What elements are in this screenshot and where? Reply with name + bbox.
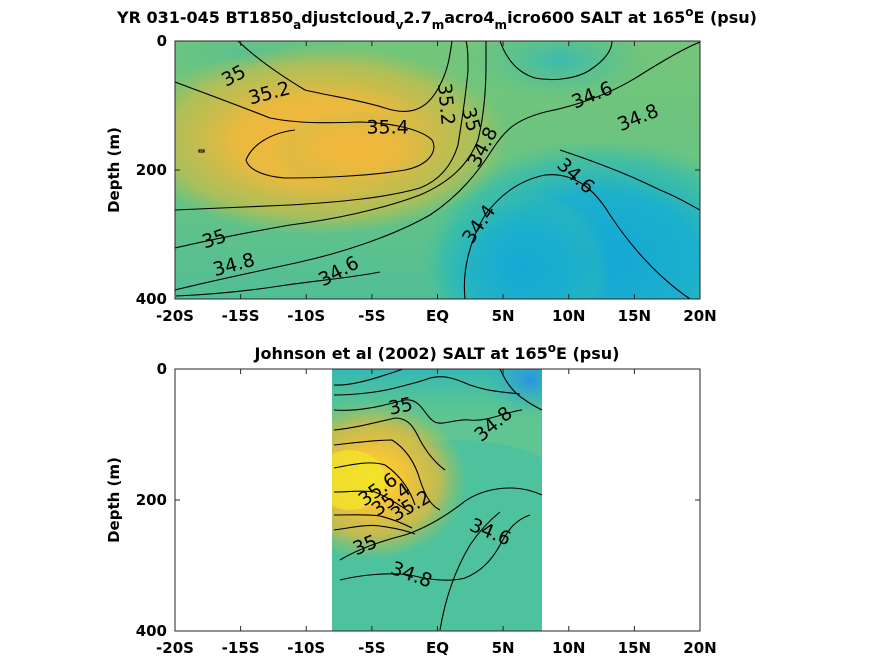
x-tick-label: EQ (426, 639, 449, 656)
panel2-title: Johnson et al (2002) SALT at 165oE (psu) (254, 341, 620, 363)
panel2-contours (333, 369, 542, 631)
panel1-title: YR 031-045 BT1850adjustcloudv2.7macro4mi… (116, 5, 757, 32)
x-tick-label: 5N (492, 639, 515, 656)
y-tick-label: 400 (136, 622, 167, 640)
title-part: m (495, 18, 508, 32)
title-part: 2.7 (403, 8, 431, 27)
x-tick-label: 10N (552, 307, 585, 325)
contour-label: 35.4 (366, 117, 408, 139)
title-part: m (432, 18, 445, 32)
title-part: E (psu) (556, 344, 620, 363)
panel2-x-ticks: -20S -15S -10S -5S EQ 5N 10N 15N 20N (156, 369, 717, 656)
panel1-y-axis-label: Depth (m) (105, 127, 123, 213)
x-tick-label: -20S (156, 307, 194, 325)
x-tick-label: 20N (683, 639, 716, 656)
x-tick-label: -15S (222, 307, 260, 325)
y-tick-label: 200 (136, 491, 167, 509)
x-tick-label: -10S (287, 307, 325, 325)
title-part: Johnson et al (2002) SALT at 165 (254, 344, 548, 363)
title-part: v (396, 18, 404, 32)
contour-label: 35 (387, 393, 415, 420)
title-part: o (685, 5, 693, 19)
panel2-y-ticks: 0 200 400 (136, 360, 700, 640)
title-part: djustcloud (301, 8, 395, 27)
panel1-contours (175, 41, 700, 299)
panel2-y-axis-label: Depth (m) (105, 457, 123, 543)
title-part: icro600 SALT at 165 (507, 8, 685, 27)
title-part: a (293, 18, 301, 32)
title-part: acro4 (444, 8, 494, 27)
title-part: YR 031-045 BT1850 (116, 8, 293, 27)
panel1-salinity-field (175, 41, 700, 299)
x-tick-label: 5N (492, 307, 515, 325)
x-tick-label: 15N (618, 307, 651, 325)
x-tick-label: EQ (426, 307, 449, 325)
x-tick-label: -10S (287, 639, 325, 656)
x-tick-label: -5S (358, 639, 385, 656)
title-part: o (548, 341, 556, 355)
panel1-x-ticks: -20S -15S -10S -5S EQ 5N 10N 15N 20N (156, 41, 717, 325)
x-tick-label: 15N (618, 639, 651, 656)
y-tick-label: 400 (136, 290, 167, 308)
title-part: E (psu) (693, 8, 757, 27)
x-tick-label: -15S (222, 639, 260, 656)
x-tick-label: 20N (683, 307, 716, 325)
y-tick-label: 0 (157, 32, 167, 50)
x-tick-label: -20S (156, 639, 194, 656)
y-tick-label: 200 (136, 161, 167, 179)
panel2-salinity-field (332, 369, 542, 631)
y-tick-label: 0 (157, 360, 167, 378)
contour-label: 35.2 (433, 82, 459, 126)
panel1-y-ticks: 0 200 400 (136, 32, 700, 308)
x-tick-label: -5S (358, 307, 385, 325)
x-tick-label: 10N (552, 639, 585, 656)
